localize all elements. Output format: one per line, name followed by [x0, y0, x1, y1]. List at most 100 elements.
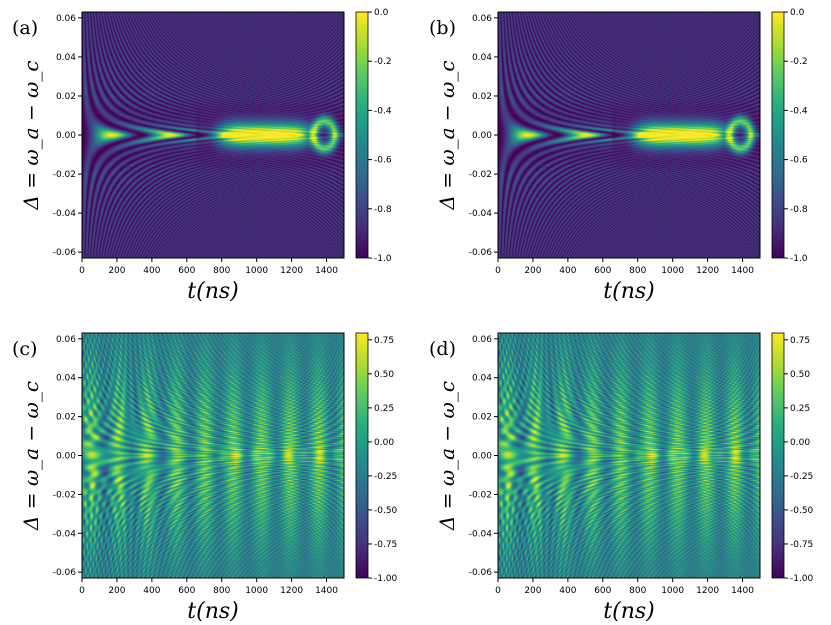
colorbar-tick-label: -0.8: [790, 205, 808, 215]
colorbar: [771, 332, 785, 579]
y-tick-label: 0.02: [56, 413, 76, 423]
colorbar: [355, 11, 369, 259]
colorbar-tick-label: -1.0: [790, 254, 808, 264]
colorbar: [355, 332, 369, 579]
y-tick-label: -0.04: [469, 209, 493, 219]
x-tick-label: 0: [79, 586, 85, 596]
y-tick-label: 0.02: [472, 92, 492, 102]
colorbar-tick-label: -0.2: [790, 57, 808, 67]
colorbar: [771, 11, 785, 259]
colorbar-tick-label: -0.4: [790, 106, 808, 116]
y-axis-label: Δ = ω_a − ω_c: [435, 60, 459, 210]
x-tick-label: 1200: [696, 586, 719, 596]
x-tick-label: 1000: [661, 586, 684, 596]
colorbar-tick-label: -1.0: [374, 254, 392, 264]
colorbar-tick-label: 0.0: [790, 8, 805, 18]
y-tick-label: -0.04: [469, 529, 493, 539]
x-axis-label: t(ns): [603, 599, 654, 624]
x-tick-label: 1200: [280, 266, 303, 276]
x-tick-label: 200: [108, 266, 125, 276]
x-tick-label: 1000: [661, 266, 684, 276]
x-tick-label: 1000: [245, 586, 268, 596]
y-tick-label: 0.00: [472, 131, 492, 141]
colorbar-tick-label: 0.75: [790, 336, 810, 346]
chart-panel-3: 0 200 400 600 800 1000 1200 1400 0.06 0.04 0.02 0.0…: [429, 332, 814, 624]
y-tick-label: 0.02: [56, 92, 76, 102]
colorbar-tick-label: -0.50: [374, 506, 398, 516]
y-tick-label: -0.04: [53, 209, 77, 219]
colorbar-tick-label: -0.6: [374, 156, 392, 166]
x-tick-label: 600: [594, 586, 611, 596]
panel-label: (a): [12, 17, 38, 39]
colorbar-tick-label: -0.25: [374, 472, 397, 482]
colorbar-tick-label: 0.0: [374, 8, 389, 18]
y-tick-label: -0.06: [53, 248, 77, 258]
x-tick-label: 200: [108, 586, 125, 596]
x-tick-label: 200: [524, 586, 541, 596]
x-tick-label: 400: [559, 586, 576, 596]
colorbar-tick-label: -0.25: [790, 472, 813, 482]
x-tick-label: 1000: [245, 266, 268, 276]
x-tick-label: 600: [178, 586, 195, 596]
y-tick-label: 0.04: [472, 53, 492, 63]
y-tick-label: 0.04: [472, 374, 492, 384]
colorbar-tick-label: -0.6: [790, 156, 808, 166]
y-tick-label: -0.06: [53, 568, 77, 578]
colorbar-tick-label: -1.00: [374, 574, 398, 584]
colorbar-tick-label: 0.25: [374, 404, 394, 414]
colorbar-tick-label: 0.00: [374, 438, 394, 448]
y-tick-label: 0.00: [56, 131, 76, 141]
colorbar-tick-label: -0.75: [790, 540, 813, 550]
y-tick-label: 0.04: [56, 53, 76, 63]
y-tick-label: 0.02: [472, 413, 492, 423]
colorbar-tick-label: 0.50: [374, 370, 394, 380]
y-tick-label: 0.00: [472, 452, 492, 462]
chart-panel-2: 0 200 400 600 800 1000 1200 1400 0.06 0.04 0.02 0.0…: [12, 332, 398, 624]
x-tick-label: 1400: [315, 586, 338, 596]
y-tick-label: -0.06: [469, 568, 493, 578]
x-tick-label: 400: [143, 266, 160, 276]
y-tick-label: -0.04: [53, 529, 77, 539]
x-tick-label: 800: [629, 266, 646, 276]
y-tick-label: 0.04: [56, 374, 76, 384]
x-tick-label: 800: [213, 586, 230, 596]
y-tick-label: -0.02: [469, 490, 492, 500]
x-axis-label: t(ns): [187, 279, 238, 304]
x-tick-label: 1400: [315, 266, 338, 276]
x-tick-label: 0: [495, 266, 501, 276]
heatmap-image: [82, 12, 344, 258]
chart-panel-1: 0 200 400 600 800 1000 1200 1400 0.06 0.04 0.02 0.0…: [429, 8, 808, 304]
x-tick-label: 200: [524, 266, 541, 276]
x-tick-label: 1400: [731, 266, 754, 276]
y-axis-label: Δ = ω_a − ω_c: [19, 381, 43, 531]
colorbar-tick-label: -1.00: [790, 574, 814, 584]
x-tick-label: 600: [594, 266, 611, 276]
y-tick-label: 0.06: [472, 335, 492, 345]
y-tick-label: 0.00: [56, 452, 76, 462]
heatmap-image: [498, 12, 760, 258]
x-tick-label: 1200: [696, 266, 719, 276]
x-tick-label: 400: [559, 266, 576, 276]
y-tick-label: -0.02: [53, 490, 76, 500]
x-axis-label: t(ns): [603, 279, 654, 304]
colorbar-tick-label: 0.00: [790, 438, 810, 448]
x-tick-label: 0: [79, 266, 85, 276]
colorbar-tick-label: 0.75: [374, 336, 394, 346]
colorbar-tick-label: -0.2: [374, 57, 392, 67]
colorbar-tick-label: 0.25: [790, 404, 810, 414]
colorbar-tick-label: -0.4: [374, 106, 392, 116]
y-tick-label: -0.02: [53, 170, 76, 180]
x-tick-label: 600: [178, 266, 195, 276]
colorbar-tick-label: -0.50: [790, 506, 814, 516]
heatmap-image: [82, 333, 344, 578]
y-axis-label: Δ = ω_a − ω_c: [435, 381, 459, 531]
colorbar-tick-label: 0.50: [790, 370, 810, 380]
colorbar-tick-label: -0.75: [374, 540, 397, 550]
y-tick-label: 0.06: [472, 14, 492, 24]
x-tick-label: 800: [213, 266, 230, 276]
x-tick-label: 1200: [280, 586, 303, 596]
y-tick-label: 0.06: [56, 335, 76, 345]
colorbar-tick-label: -0.8: [374, 205, 392, 215]
y-axis-label: Δ = ω_a − ω_c: [19, 60, 43, 210]
